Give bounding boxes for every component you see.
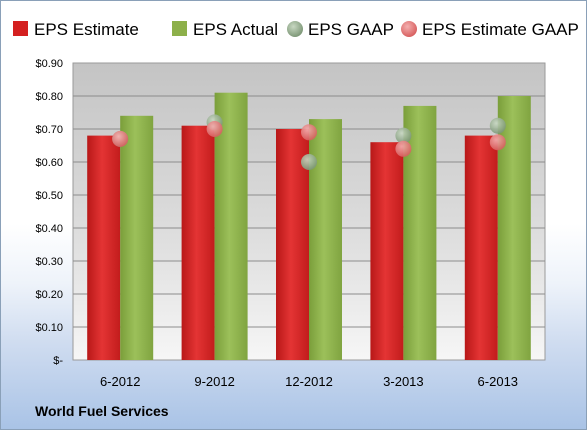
legend-label-eps-gaap: EPS GAAP — [308, 20, 394, 39]
legend-swatch-eps-estimate — [13, 21, 28, 36]
bar-eps-estimate-9-2012 — [181, 125, 215, 360]
bar-eps-actual-9-2012 — [214, 92, 248, 360]
marker-eps-gaap-3-2013 — [395, 127, 412, 144]
y-axis: $- $0.10 $0.20 $0.30 $0.40 $0.50 $0.60 $0.70 $0.… — [35, 58, 63, 367]
company-name: World Fuel Services — [35, 403, 169, 419]
legend-swatch-eps-gaap — [287, 21, 303, 37]
y-tick-label: $- — [53, 355, 63, 367]
legend-swatch-eps-actual — [172, 21, 187, 36]
y-tick-label: $0.80 — [35, 91, 63, 103]
x-tick-label: 3-2013 — [383, 374, 423, 389]
marker-eps-estimate-gaap-12-2012 — [301, 124, 317, 141]
legend-label-eps-estimate-gaap: EPS Estimate GAAP — [422, 20, 579, 39]
y-tick-label: $0.90 — [35, 58, 63, 70]
bar-eps-actual-6-2013 — [497, 96, 531, 360]
x-tick-label: 6-2012 — [100, 374, 140, 389]
marker-eps-estimate-gaap-3-2013 — [395, 140, 412, 157]
bar-eps-actual-6-2012 — [120, 115, 154, 360]
y-tick-label: $0.40 — [35, 223, 63, 235]
legend-label-eps-estimate: EPS Estimate — [34, 20, 139, 39]
y-tick-label: $0.30 — [35, 256, 63, 268]
legend-swatch-eps-estimate-gaap — [401, 21, 417, 37]
x-tick-label: 9-2012 — [194, 374, 234, 389]
y-tick-label: $0.50 — [35, 190, 63, 202]
legend-item-eps-estimate-gaap: EPS Estimate GAAP — [401, 20, 579, 39]
x-axis: 6-2012 9-2012 12-2012 3-2013 6-2013 — [100, 374, 518, 389]
legend-label-eps-actual: EPS Actual — [193, 20, 278, 39]
marker-eps-estimate-gaap-9-2012 — [206, 121, 223, 137]
y-tick-label: $0.60 — [35, 157, 63, 169]
bar-eps-estimate-3-2013 — [370, 142, 404, 360]
legend-item-eps-gaap: EPS GAAP — [287, 20, 394, 39]
legend-item-eps-estimate: EPS Estimate — [13, 20, 139, 39]
bar-eps-estimate-6-2013 — [464, 135, 498, 360]
y-tick-label: $0.10 — [35, 322, 63, 334]
bar-eps-estimate-6-2012 — [87, 135, 121, 360]
marker-eps-estimate-gaap-6-2013 — [489, 134, 506, 151]
markers — [112, 114, 506, 170]
y-tick-label: $0.70 — [35, 124, 63, 136]
x-tick-label: 6-2013 — [478, 374, 518, 389]
y-tick-label: $0.20 — [35, 289, 63, 301]
x-tick-label: 12-2012 — [285, 374, 333, 389]
bar-eps-actual-12-2012 — [309, 119, 342, 360]
marker-eps-gaap-6-2013 — [489, 117, 506, 134]
legend: EPS Estimate EPS Actual EPS GAAP EPS Est… — [13, 20, 579, 39]
marker-eps-estimate-gaap-6-2012 — [112, 130, 129, 147]
legend-item-eps-actual: EPS Actual — [172, 20, 278, 39]
bars — [87, 92, 531, 361]
marker-eps-gaap-12-2012 — [301, 154, 317, 170]
